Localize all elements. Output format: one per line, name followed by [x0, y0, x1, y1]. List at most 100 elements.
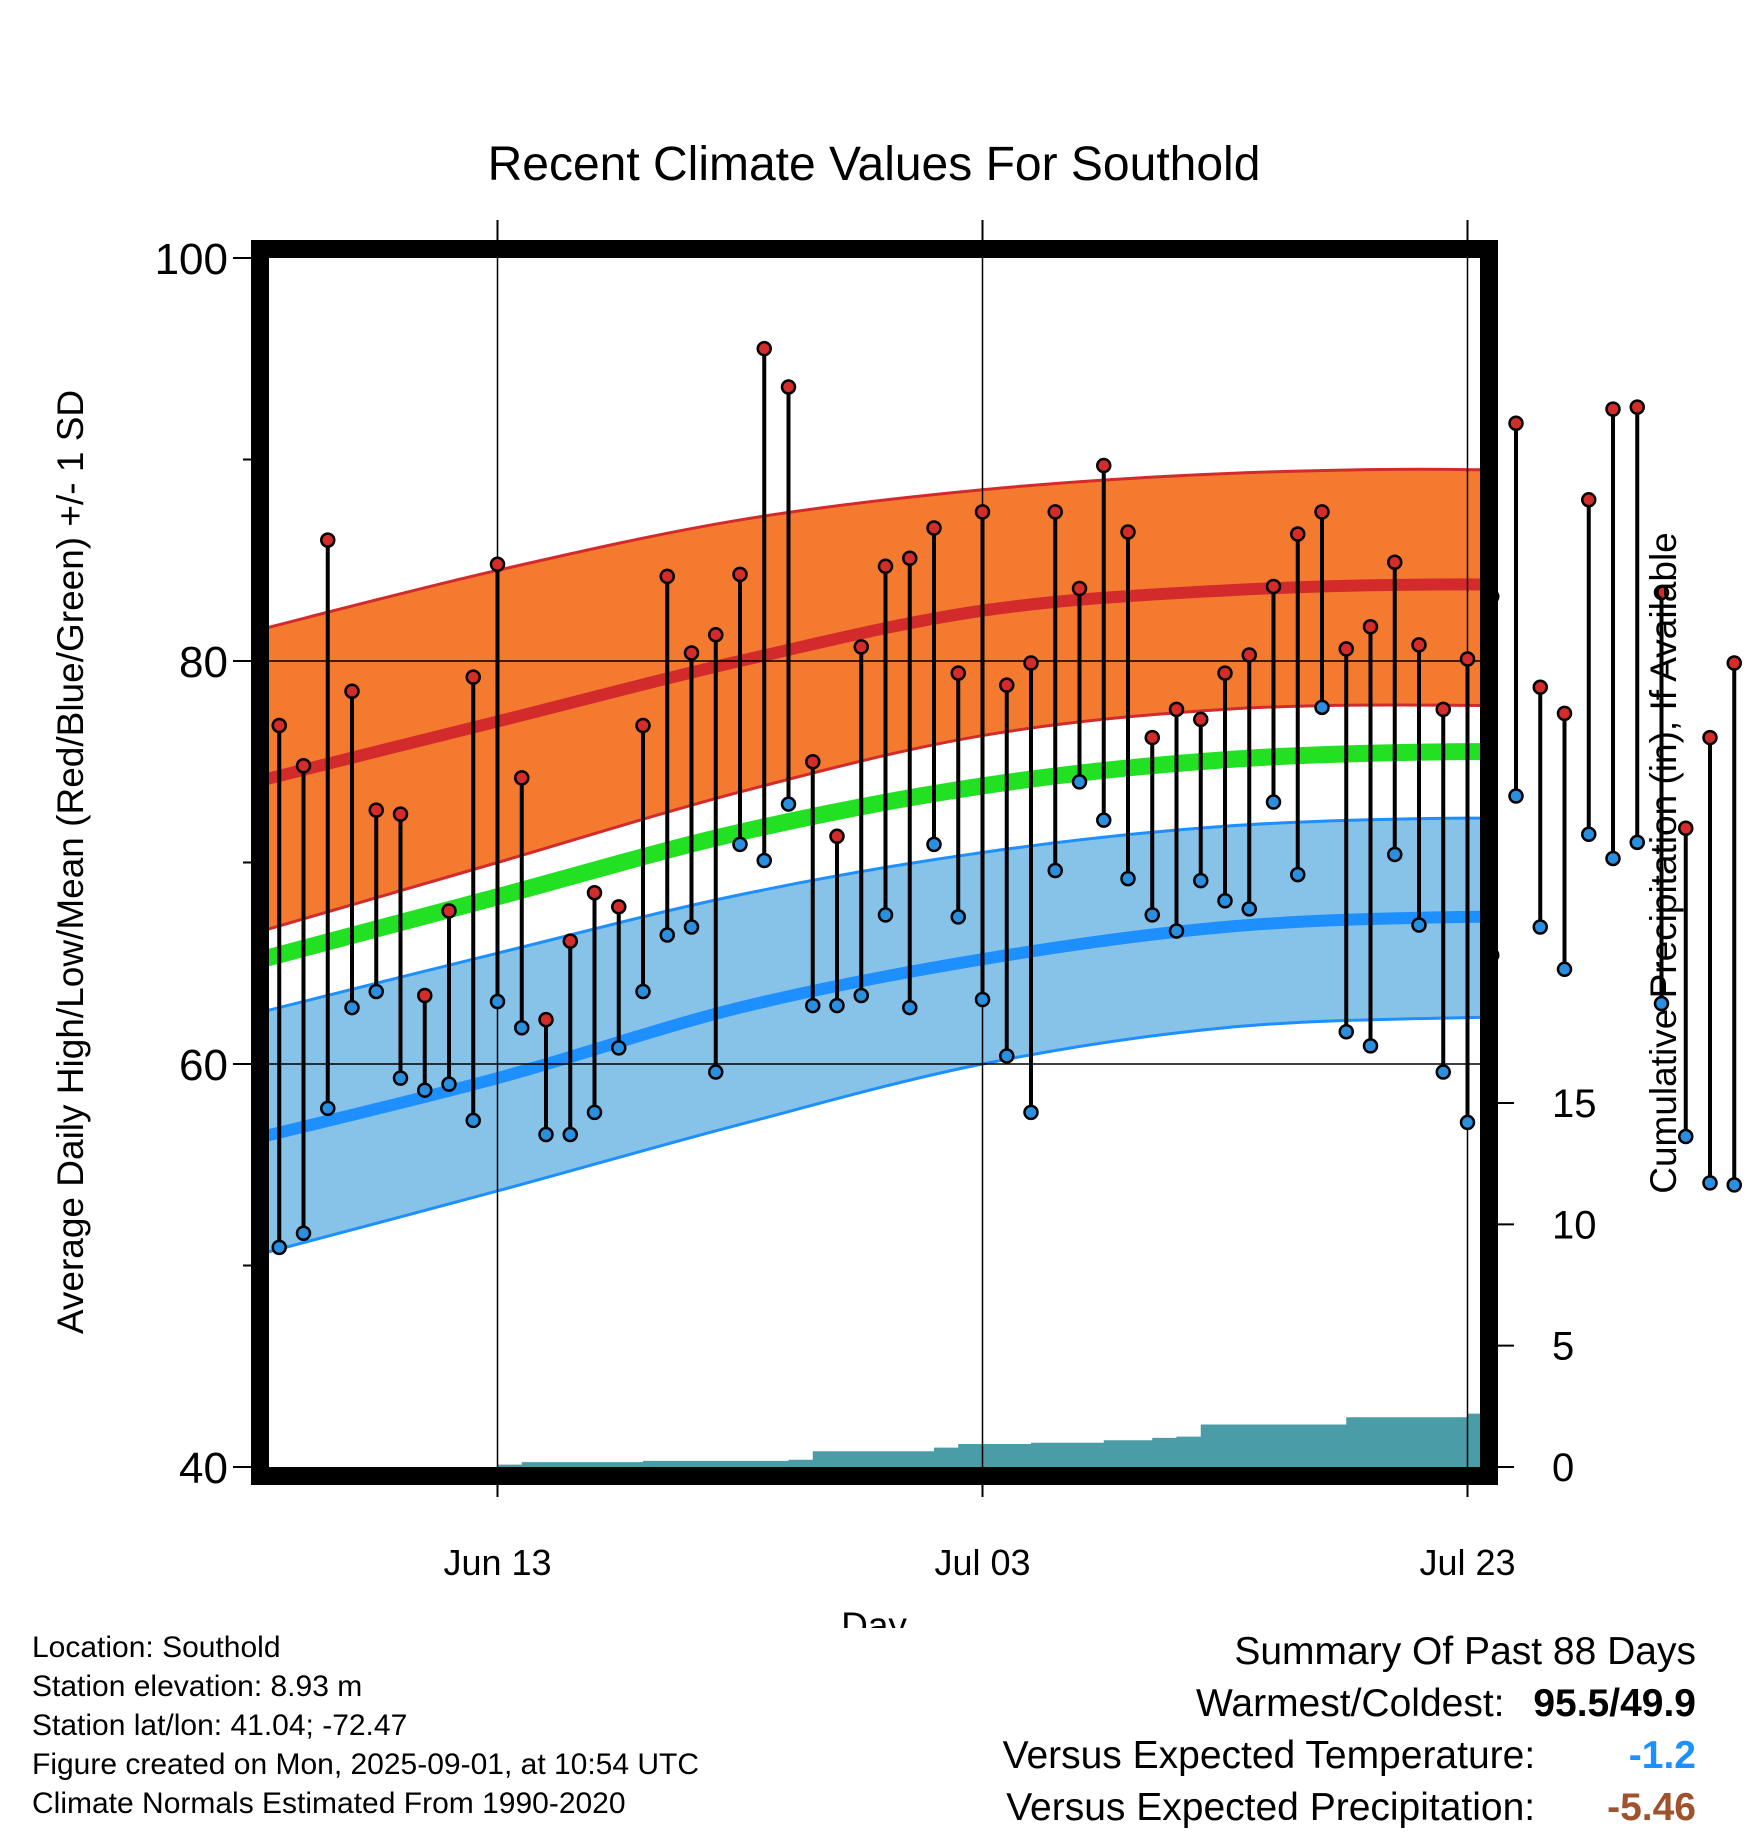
low-sd-band	[265, 818, 1480, 1253]
daily-high-point	[1290, 526, 1306, 542]
daily-high-point	[1144, 729, 1160, 746]
elevation-text: Station elevation: 8.93 m	[32, 1670, 363, 1703]
daily-high-point	[974, 504, 991, 520]
daily-low-point	[1265, 794, 1282, 810]
latlon-text: Station lat/lon: 41.04; -72.47	[32, 1709, 408, 1742]
daily-low-point	[950, 909, 966, 925]
daily-high-point	[441, 903, 457, 919]
daily-high-point	[1217, 665, 1233, 681]
daily-high-point	[902, 550, 918, 566]
high-sd-band	[265, 469, 1480, 931]
daily-high-point	[1362, 618, 1379, 635]
daily-high-point	[489, 556, 506, 573]
daily-low-point	[611, 1040, 627, 1056]
daily-low-point	[1144, 907, 1160, 923]
daily-high-point	[1411, 637, 1427, 653]
normals-text: Climate Normals Estimated From 1990-2020	[32, 1787, 626, 1820]
daily-low-point	[1726, 1177, 1742, 1193]
daily-high-point	[1047, 504, 1063, 520]
daily-low-point	[1556, 961, 1573, 978]
precipitation-fill	[265, 1413, 1480, 1467]
station-info: Location: Southold Station elevation: 8.…	[32, 1628, 699, 1823]
daily-high-point	[732, 566, 748, 583]
x-tick-label: Jul 23	[1419, 1542, 1515, 1583]
daily-low-point	[1290, 866, 1306, 883]
daily-high-point	[1241, 647, 1257, 663]
daily-high-point	[1629, 399, 1645, 415]
daily-low-point	[853, 987, 869, 1004]
plot-border	[251, 240, 1498, 1485]
daily-high-point	[1508, 415, 1524, 431]
daily-high-point	[999, 677, 1015, 693]
daily-low-point	[1459, 1114, 1476, 1131]
daily-low-point	[586, 1104, 603, 1121]
daily-high-point	[538, 1011, 554, 1028]
daily-high-point	[562, 933, 578, 949]
daily-high-point	[295, 758, 312, 774]
daily-low-point	[999, 1048, 1015, 1064]
daily-low-point	[1508, 788, 1524, 804]
daily-low-point	[780, 796, 797, 812]
daily-high-point	[1338, 641, 1354, 657]
daily-low-point	[1096, 812, 1112, 828]
daily-high-point	[708, 627, 724, 643]
daily-low-point	[1678, 1128, 1694, 1145]
x-axis-label: Day	[841, 1605, 907, 1628]
daily-low-point	[368, 983, 384, 1000]
y2-tick-label: 15	[1552, 1082, 1597, 1126]
daily-low-point	[1581, 826, 1597, 843]
daily-high-point	[1556, 705, 1573, 722]
normal-bands	[265, 467, 1480, 1255]
daily-low-point	[659, 927, 675, 943]
daily-high-point	[611, 899, 627, 915]
daily-high-point	[392, 806, 409, 822]
daily-low-point	[829, 997, 845, 1014]
y-tick-label: 60	[179, 1041, 228, 1090]
daily-high-point	[829, 828, 845, 845]
warm-cold-value: 95.5/49.9	[1533, 1678, 1696, 1730]
daily-high-point	[1435, 701, 1451, 718]
x-tick-label: Jun 13	[443, 1542, 551, 1583]
y-axis-label: Average Daily High/Low/Mean (Red/Blue/Gr…	[50, 390, 91, 1334]
y2-axis-label: Cumulative Precipitation (in), If Availa…	[1643, 532, 1684, 1194]
precip-departure-row: Versus Expected Precipitation: -5.46	[1003, 1782, 1696, 1834]
daily-low-point	[974, 991, 991, 1008]
daily-low-point	[683, 919, 700, 935]
warmest-value: 95.5	[1533, 1682, 1610, 1725]
daily-high-point	[1120, 524, 1136, 540]
y-tick-label: 100	[155, 235, 228, 284]
daily-low-point	[1241, 901, 1257, 917]
y2-tick-label: 0	[1552, 1446, 1574, 1490]
daily-high-point	[1581, 492, 1597, 508]
daily-low-point	[1023, 1104, 1039, 1121]
x-tick-label: Jul 03	[934, 1542, 1030, 1583]
daily-high-point	[1605, 401, 1621, 417]
plot-frame	[251, 240, 1498, 1485]
temp-departure-row: Versus Expected Temperature: -1.2	[1003, 1730, 1696, 1782]
daily-low-point	[1411, 917, 1427, 933]
daily-low-point	[1071, 774, 1088, 790]
daily-high-point	[756, 340, 772, 357]
daily-low-point	[902, 999, 918, 1016]
daily-low-point	[1387, 846, 1403, 863]
daily-high-point	[1314, 504, 1330, 520]
daily-low-point	[392, 1070, 409, 1086]
daily-low-point	[1168, 923, 1185, 939]
warm-cold-label: Warmest/Coldest:	[1196, 1682, 1505, 1725]
warm-cold-row: Warmest/Coldest: 95.5/49.9	[1003, 1678, 1696, 1730]
daily-low-point	[708, 1064, 724, 1080]
daily-high-point	[1702, 729, 1718, 746]
daily-high-point	[1653, 584, 1670, 601]
daily-low-point	[295, 1225, 312, 1242]
daily-low-point	[344, 999, 360, 1016]
daily-low-point	[1629, 834, 1645, 851]
daily-low-point	[1047, 862, 1063, 879]
daily-high-point	[344, 683, 360, 699]
daily-high-point	[1071, 580, 1088, 597]
daily-low-point	[465, 1112, 481, 1129]
daily-high-point	[465, 669, 481, 685]
daily-high-point	[1459, 651, 1476, 667]
y-tick-label: 80	[179, 638, 228, 687]
daily-high-point	[417, 987, 433, 1004]
